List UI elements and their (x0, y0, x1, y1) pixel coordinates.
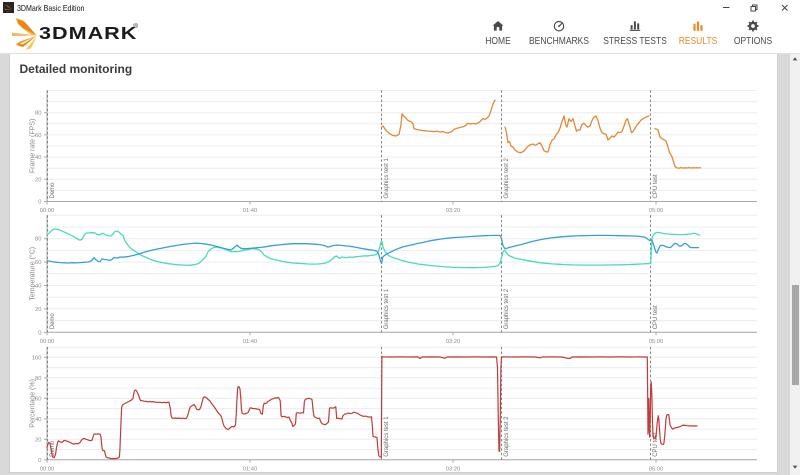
svg-text:00:00: 00:00 (40, 466, 55, 472)
svg-text:01:40: 01:40 (243, 339, 258, 345)
svg-text:®: ® (133, 22, 138, 30)
svg-text:03:20: 03:20 (446, 208, 461, 214)
svg-text:20: 20 (35, 437, 41, 443)
svg-text:60: 60 (35, 260, 41, 266)
svg-text:CPU test: CPU test (653, 174, 659, 198)
svg-text:CPU test: CPU test (653, 432, 659, 456)
svg-text:01:40: 01:40 (243, 208, 258, 214)
svg-text:40: 40 (35, 417, 41, 423)
svg-text:Graphics test 2: Graphics test 2 (504, 288, 510, 329)
svg-text:Graphics test 1: Graphics test 1 (384, 157, 390, 198)
svg-text:20: 20 (35, 177, 41, 183)
svg-text:Temperature (°C): Temperature (°C) (29, 247, 37, 301)
svg-text:00:00: 00:00 (40, 208, 55, 214)
svg-text:01:40: 01:40 (243, 466, 258, 472)
svg-text:03:20: 03:20 (446, 339, 461, 345)
svg-text:80: 80 (35, 376, 41, 382)
svg-text:Demo: Demo (50, 440, 56, 457)
svg-text:100: 100 (32, 355, 42, 361)
svg-text:Graphics test 2: Graphics test 2 (504, 416, 510, 457)
svg-text:40: 40 (35, 284, 41, 290)
svg-text:0: 0 (38, 200, 41, 206)
svg-text:Frame rate (FPS): Frame rate (FPS) (30, 119, 37, 173)
svg-text:0: 0 (38, 330, 41, 336)
svg-text:Graphics test 1: Graphics test 1 (384, 288, 390, 329)
svg-text:Percentage (%): Percentage (%) (30, 379, 37, 428)
svg-text:80: 80 (35, 237, 41, 243)
svg-text:3DMARK: 3DMARK (39, 24, 137, 44)
svg-text:40: 40 (35, 155, 41, 161)
svg-text:05:00: 05:00 (649, 208, 664, 214)
svg-text:Graphics test 2: Graphics test 2 (504, 157, 510, 198)
svg-text:0: 0 (38, 458, 41, 464)
svg-text:60: 60 (35, 396, 41, 402)
svg-text:Graphics test 1: Graphics test 1 (384, 416, 390, 457)
svg-text:05:00: 05:00 (649, 466, 664, 472)
svg-text:60: 60 (35, 133, 41, 139)
svg-text:Demo: Demo (50, 313, 56, 330)
svg-text:80: 80 (35, 111, 41, 117)
svg-text:03:20: 03:20 (446, 466, 461, 472)
svg-text:05:00: 05:00 (649, 339, 664, 345)
svg-text:CPU test: CPU test (653, 305, 659, 329)
svg-text:20: 20 (35, 307, 41, 313)
svg-text:Demo: Demo (50, 182, 56, 199)
svg-text:00:00: 00:00 (40, 339, 55, 345)
